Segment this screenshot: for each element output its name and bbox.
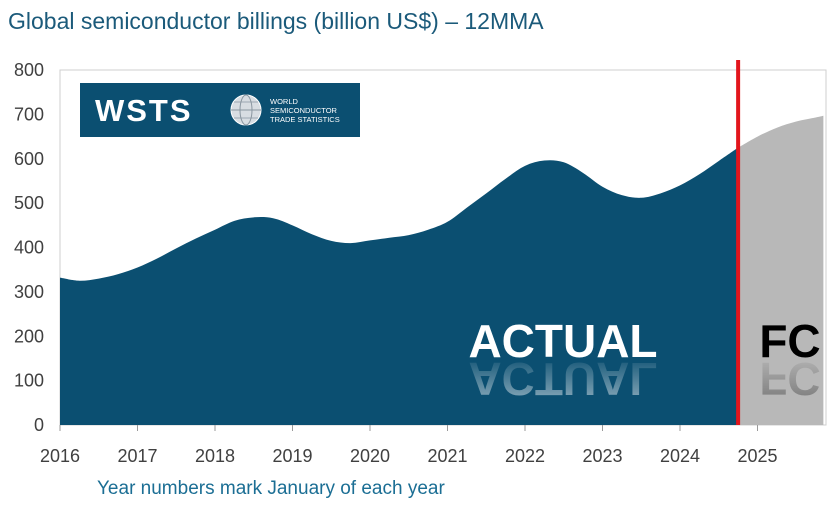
forecast-label-reflection: FC [759,353,820,405]
x-tick-label: 2018 [195,446,235,466]
y-tick-label: 600 [14,149,44,169]
x-tick-label: 2025 [737,446,777,466]
forecast-label: FC [759,315,820,367]
globe-icon [230,94,262,126]
x-tick-label: 2024 [660,446,700,466]
actual-label: ACTUAL [468,315,657,367]
y-tick-label: 800 [14,60,44,80]
x-tick-label: 2023 [582,446,622,466]
y-tick-label: 200 [14,326,44,346]
logo-line-3: TRADE STATISTICS [270,115,340,124]
logo-line-2: SEMICONDUCTOR [270,106,338,115]
logo-wordmark: WSTS [95,93,193,128]
y-tick-label: 100 [14,371,44,391]
x-tick-label: 2022 [505,446,545,466]
area-series-forecast [738,115,824,426]
actual-label-reflection: ACTUAL [468,353,657,405]
y-tick-label: 0 [34,415,44,435]
y-tick-label: 400 [14,238,44,258]
x-tick-label: 2019 [272,446,312,466]
y-tick-label: 500 [14,193,44,213]
logo-line-1: WORLD [270,97,299,106]
x-tick-label: 2016 [40,446,80,466]
y-tick-label: 700 [14,104,44,124]
x-axis-ticks: 2016 2017 2018 2019 2020 2021 2022 2023 2024 2025 [40,425,778,466]
y-axis-ticks: 0 100 200 300 400 500 600 700 800 [14,60,44,435]
x-axis-note: Year numbers mark January of each year [97,478,445,499]
y-tick-label: 300 [14,282,44,302]
x-tick-label: 2021 [427,446,467,466]
x-tick-label: 2017 [117,446,157,466]
area-series-actual [60,147,739,425]
wsts-logo: WSTS WORLD SEMICONDUCTOR TRADE STATISTIC… [80,83,360,137]
x-tick-label: 2020 [350,446,390,466]
chart-title: Global semiconductor billings (billion U… [8,8,544,34]
